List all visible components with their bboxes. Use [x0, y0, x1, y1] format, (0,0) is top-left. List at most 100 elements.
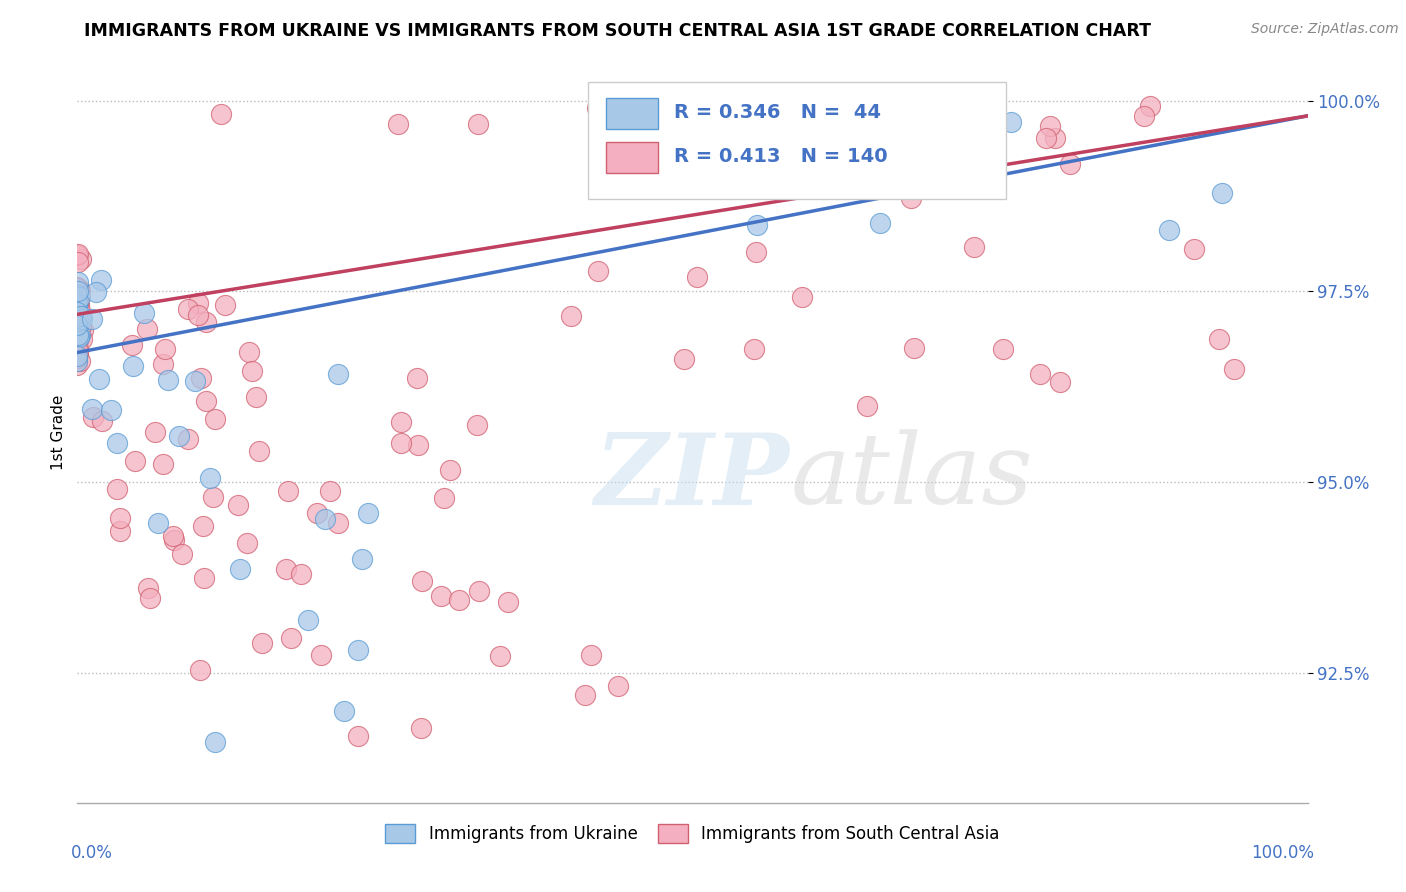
Point — [67, 284, 90, 298]
Point — [66, 328, 89, 343]
Point — [69, 327, 91, 342]
Point — [439, 463, 461, 477]
Point — [347, 643, 370, 657]
Point — [69, 290, 91, 304]
Point — [72, 323, 94, 337]
Point — [139, 591, 162, 605]
Point — [66, 305, 89, 319]
Point — [188, 663, 211, 677]
Point — [66, 349, 89, 363]
Legend: Immigrants from Ukraine, Immigrants from South Central Asia: Immigrants from Ukraine, Immigrants from… — [378, 817, 1007, 850]
Point — [406, 371, 429, 385]
Point — [333, 704, 356, 718]
Point — [579, 648, 602, 662]
Point — [236, 535, 259, 549]
Point — [1043, 130, 1066, 145]
Point — [67, 330, 90, 344]
Point — [1182, 243, 1205, 257]
Point — [135, 321, 157, 335]
Text: atlas: atlas — [792, 429, 1033, 524]
Point — [305, 506, 328, 520]
Point — [447, 593, 470, 607]
Point — [738, 103, 761, 118]
Point — [122, 359, 145, 373]
Point — [903, 341, 925, 355]
Point — [1035, 131, 1057, 145]
Point — [66, 290, 89, 304]
Point — [832, 97, 855, 112]
Point — [411, 574, 433, 588]
Point — [187, 296, 209, 310]
Point — [193, 571, 215, 585]
Point — [70, 311, 93, 326]
Point — [352, 551, 374, 566]
Point — [67, 304, 90, 318]
Point — [66, 281, 89, 295]
Point — [67, 314, 90, 328]
Point — [66, 295, 89, 310]
Point — [124, 454, 146, 468]
Point — [496, 594, 519, 608]
Point — [134, 306, 156, 320]
Point — [389, 415, 412, 429]
Point — [276, 562, 298, 576]
Point — [1139, 98, 1161, 112]
Point — [745, 244, 768, 259]
Point — [1000, 114, 1022, 128]
Point — [67, 343, 90, 358]
Point — [409, 721, 432, 735]
Point — [70, 252, 93, 266]
Point — [430, 589, 453, 603]
Point — [202, 490, 225, 504]
Point — [191, 519, 214, 533]
Point — [586, 263, 609, 277]
Point — [297, 613, 319, 627]
Point — [465, 417, 488, 432]
Point — [607, 679, 630, 693]
Point — [67, 285, 90, 299]
Point — [309, 648, 332, 662]
Point — [67, 290, 90, 304]
Point — [100, 403, 122, 417]
Point — [146, 516, 169, 530]
Point — [1049, 375, 1071, 389]
Point — [66, 324, 89, 338]
Point — [1159, 223, 1181, 237]
FancyBboxPatch shape — [606, 143, 658, 173]
Point — [156, 373, 179, 387]
Point — [1039, 119, 1062, 133]
Point — [194, 316, 217, 330]
Point — [875, 120, 897, 135]
Point — [66, 294, 89, 309]
Point — [121, 337, 143, 351]
Point — [586, 101, 609, 115]
Point — [229, 562, 252, 576]
Point — [616, 123, 638, 137]
Point — [290, 567, 312, 582]
Point — [328, 516, 350, 530]
Point — [69, 354, 91, 368]
Point — [198, 471, 221, 485]
Point — [67, 295, 90, 310]
Point — [673, 351, 696, 366]
Point — [152, 357, 174, 371]
Point — [314, 512, 336, 526]
Point — [67, 300, 90, 314]
Point — [686, 269, 709, 284]
Point — [90, 414, 112, 428]
Point — [105, 482, 128, 496]
Point — [67, 255, 90, 269]
Point — [319, 484, 342, 499]
Point — [1028, 368, 1050, 382]
Text: 0.0%: 0.0% — [72, 844, 112, 862]
Point — [66, 280, 89, 294]
Point — [152, 457, 174, 471]
Point — [108, 510, 131, 524]
Text: R = 0.346   N =  44: R = 0.346 N = 44 — [673, 103, 882, 121]
Point — [90, 273, 112, 287]
Point — [748, 116, 770, 130]
Text: Source: ZipAtlas.com: Source: ZipAtlas.com — [1251, 22, 1399, 37]
Point — [163, 533, 186, 547]
Point — [240, 364, 263, 378]
Point — [433, 491, 456, 505]
